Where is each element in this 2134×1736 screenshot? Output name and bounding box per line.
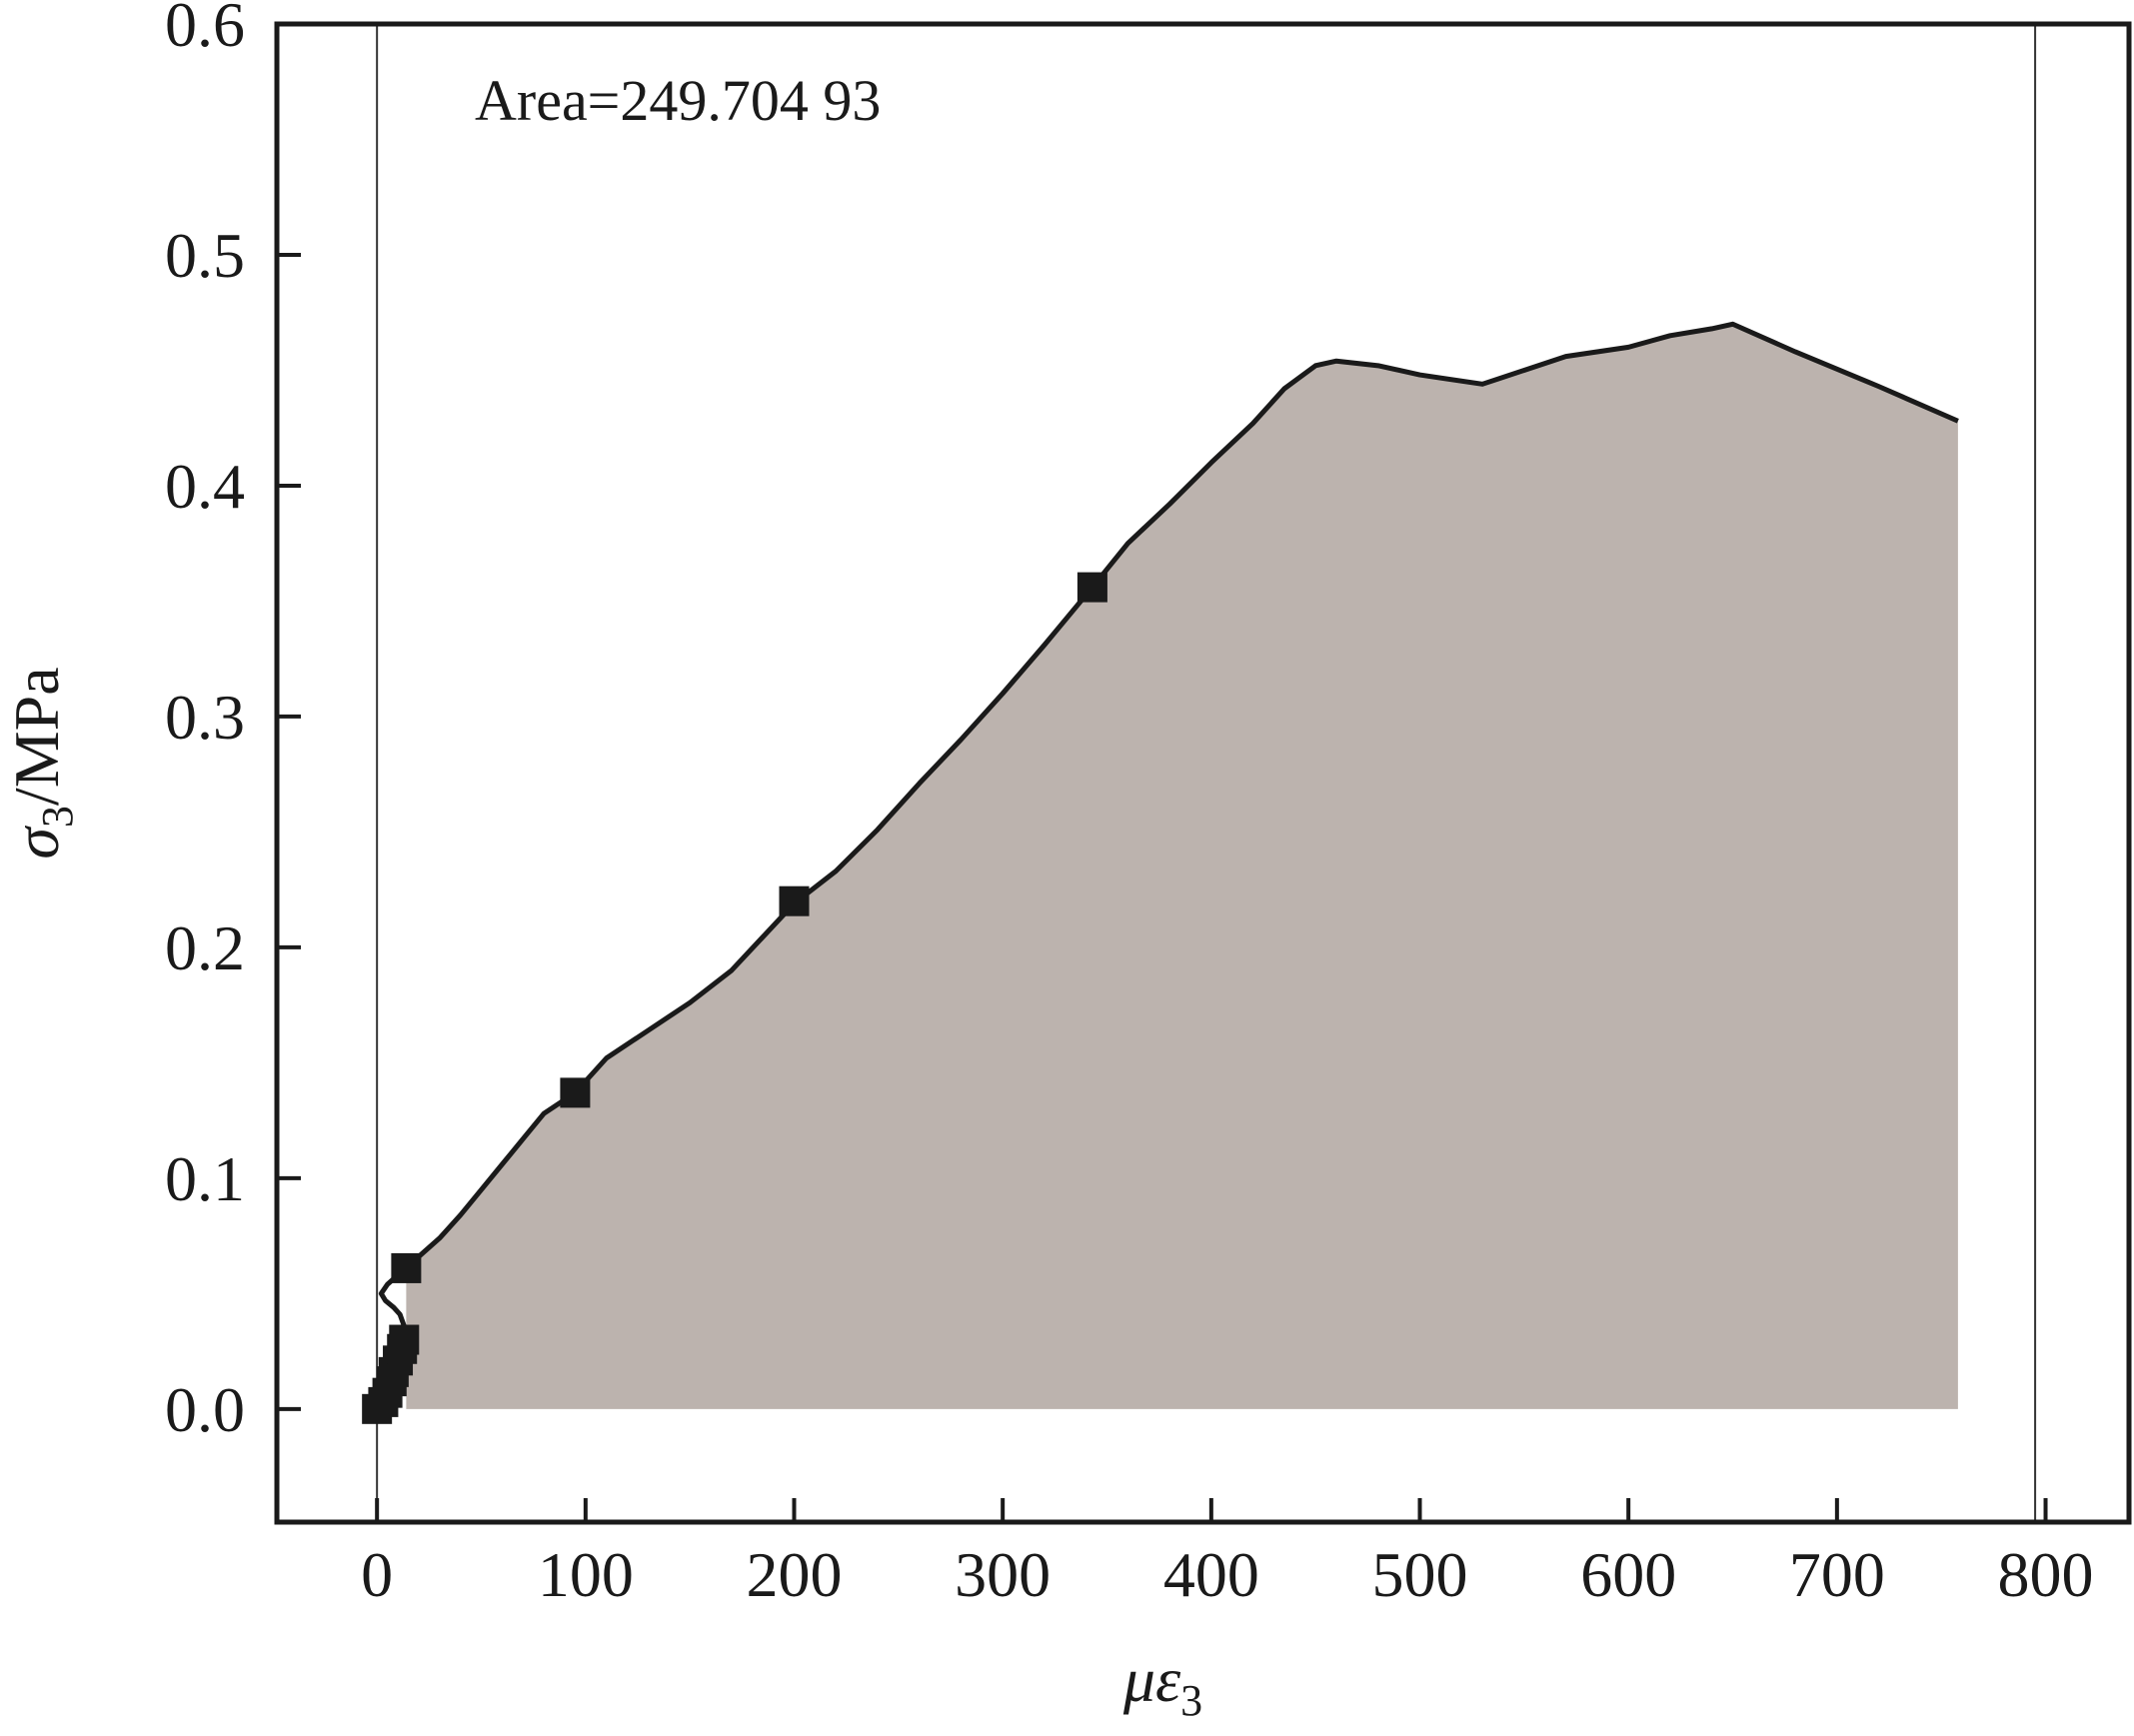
x-tick-label: 700 [1789,1539,1885,1610]
y-axis-title-sub: 3 [33,806,82,828]
data-marker [389,1324,420,1355]
x-tick-label: 400 [1163,1539,1259,1610]
y-axis-title-unit: /MPa [1,667,72,806]
data-marker [391,1252,422,1283]
reference-lines [376,24,2037,1522]
x-axis-ticks: 0 100 200 300 400 500 600 700 800 [361,1498,2094,1610]
data-marker [779,885,810,916]
area-annotation: Area=249.704 93 [475,68,881,133]
area-fill [406,324,1958,1409]
y-tick-label: 0.2 [165,912,245,983]
x-axis-title: με3 [1122,1644,1202,1725]
x-tick-label: 0 [361,1539,393,1610]
y-axis-title: σ3/MPa [1,667,82,859]
plot-frame [274,21,2132,1525]
x-tick-label: 500 [1372,1539,1468,1610]
x-axis-title-sub: 3 [1180,1676,1202,1725]
y-tick-label: 0.6 [165,0,245,60]
y-axis-title-main: σ [1,826,72,860]
y-tick-label: 0.0 [165,1374,245,1445]
data-marker [560,1077,591,1108]
area-fill-layer [406,324,1958,1409]
y-tick-label: 0.5 [165,220,245,291]
y-tick-label: 0.1 [165,1143,245,1214]
x-tick-label: 300 [955,1539,1051,1610]
series-line-layer [375,321,1959,1411]
x-tick-label: 200 [747,1539,843,1610]
x-tick-label: 600 [1580,1539,1676,1610]
y-tick-label: 0.3 [165,682,245,753]
y-tick-label: 0.4 [165,451,245,522]
series-line [375,321,1959,1411]
marker-layer [362,572,1107,1424]
x-tick-label: 800 [1998,1539,2094,1610]
x-tick-label: 100 [538,1539,634,1610]
x-axis-title-main: με [1122,1644,1181,1715]
data-marker [1076,572,1107,603]
y-axis-ticks: 0.0 0.1 0.2 0.3 0.4 0.5 0.6 [165,0,301,1445]
